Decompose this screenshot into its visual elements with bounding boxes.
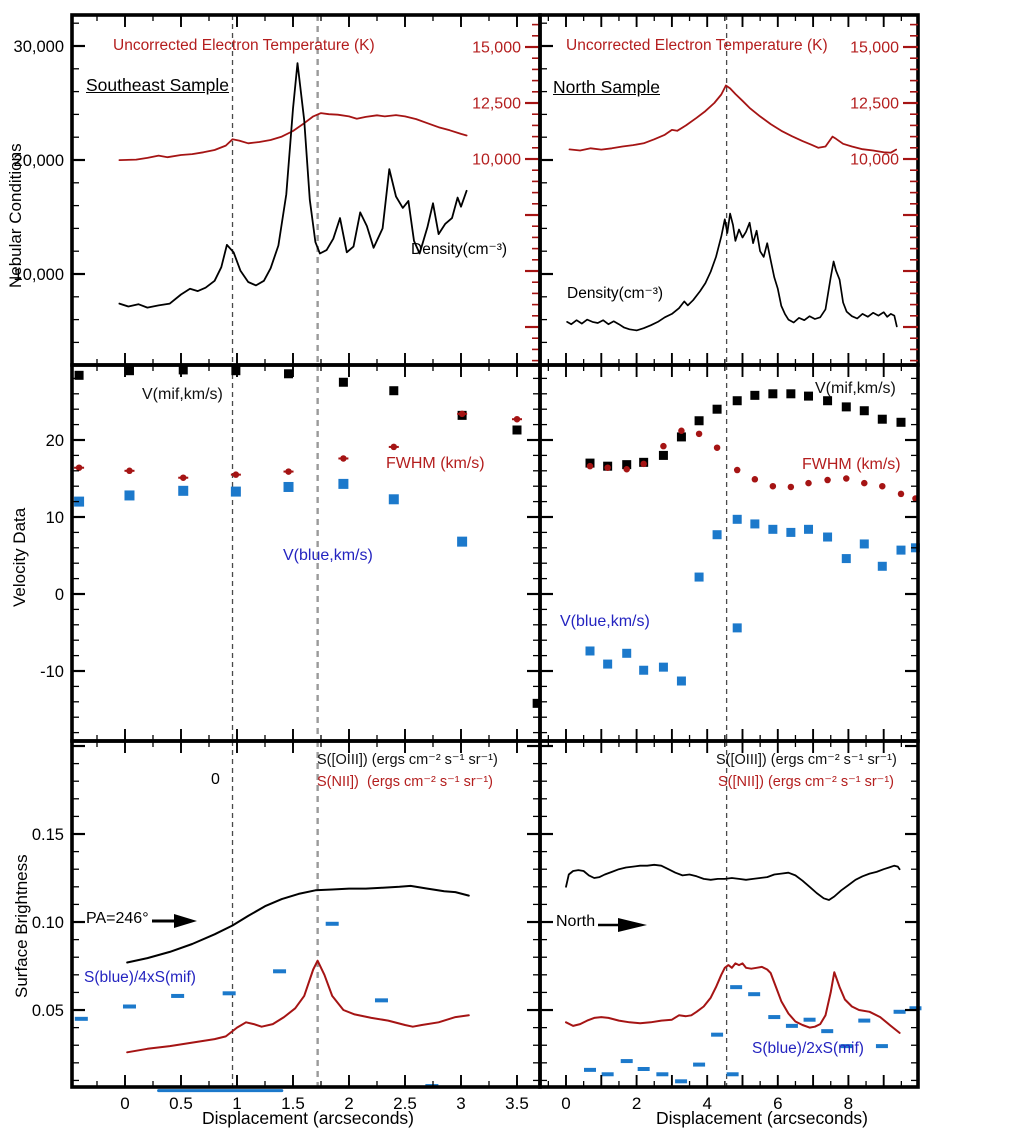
svg-text:0.15: 0.15 bbox=[32, 826, 64, 844]
svg-text:8: 8 bbox=[844, 1094, 853, 1113]
svg-text:0: 0 bbox=[561, 1094, 570, 1113]
svg-text:0: 0 bbox=[120, 1094, 129, 1113]
svg-text:4: 4 bbox=[702, 1094, 711, 1113]
sample-title-north: North Sample bbox=[553, 77, 660, 97]
legend-oiii-southeast: S([OIII]) (ergs cm⁻² s⁻¹ sr⁻¹) bbox=[317, 752, 498, 768]
density-label-north: Density(cm⁻³) bbox=[567, 285, 664, 302]
svg-text:3.5: 3.5 bbox=[505, 1094, 529, 1113]
pa-label: PA=246° bbox=[86, 910, 149, 927]
vmif-label-north: V(mif,km/s) bbox=[815, 380, 896, 397]
svg-text:-10: -10 bbox=[40, 663, 64, 681]
north-label: North bbox=[556, 913, 596, 930]
y-axis-title-brightness: Surface Brightness bbox=[12, 854, 31, 998]
svg-text:1: 1 bbox=[232, 1094, 241, 1113]
svg-text:20: 20 bbox=[46, 432, 64, 450]
svg-text:0: 0 bbox=[55, 586, 64, 604]
svg-text:12,500: 12,500 bbox=[472, 96, 521, 113]
x-axis-title-left: Displacement (arcseconds) bbox=[201, 1108, 415, 1128]
svg-text:2.5: 2.5 bbox=[393, 1094, 417, 1113]
zero-marker-label: 0 bbox=[211, 771, 220, 788]
north-arrow-icon bbox=[598, 918, 647, 932]
legend-oiii-north: S([OIII]) (ergs cm⁻² s⁻¹ sr⁻¹) bbox=[716, 752, 897, 768]
x-axis-title-right: Displacement (arcseconds) bbox=[655, 1108, 869, 1128]
svg-text:10,000: 10,000 bbox=[850, 152, 899, 169]
svg-text:10: 10 bbox=[46, 509, 64, 527]
sample-title-southeast: Southeast Sample bbox=[86, 75, 230, 95]
density-label-southeast: Density(cm⁻³) bbox=[411, 241, 508, 258]
temp-label-north: Uncorrected Electron Temperature (K) bbox=[566, 37, 828, 54]
svg-text:3: 3 bbox=[456, 1094, 465, 1113]
svg-text:15,000: 15,000 bbox=[850, 40, 899, 57]
legend-nii-north: S([NII]) (ergs cm⁻² s⁻¹ sr⁻¹) bbox=[718, 774, 894, 790]
temp-label-southeast: Uncorrected Electron Temperature (K) bbox=[113, 37, 375, 54]
svg-text:10,000: 10,000 bbox=[472, 152, 521, 169]
y-axis-title-velocity: Velocity Data bbox=[10, 507, 29, 607]
y-axis-title-nebular: Nebular Conditions bbox=[6, 143, 25, 288]
svg-text:0.5: 0.5 bbox=[169, 1094, 193, 1113]
fwhm-label-southeast: FWHM (km/s) bbox=[386, 455, 485, 472]
svg-text:20,000: 20,000 bbox=[14, 152, 64, 170]
sblue-label-southeast: S(blue)/4xS(mif) bbox=[84, 969, 196, 986]
svg-text:10,000: 10,000 bbox=[14, 266, 64, 284]
svg-text:15,000: 15,000 bbox=[472, 40, 521, 57]
pa-arrow-icon bbox=[152, 914, 197, 928]
svg-text:0.10: 0.10 bbox=[32, 914, 64, 932]
vmif-label-southeast: V(mif,km/s) bbox=[142, 386, 223, 403]
svg-text:6: 6 bbox=[773, 1094, 782, 1113]
svg-text:12,500: 12,500 bbox=[850, 96, 899, 113]
vblue-label-southeast: V(blue,km/s) bbox=[283, 547, 373, 564]
svg-text:30,000: 30,000 bbox=[14, 38, 64, 56]
sblue-label-north: S(blue)/2xS(mif) bbox=[752, 1040, 864, 1057]
vblue-label-north: V(blue,km/s) bbox=[560, 613, 650, 630]
svg-text:1.5: 1.5 bbox=[281, 1094, 305, 1113]
svg-text:0.05: 0.05 bbox=[32, 1002, 64, 1020]
fwhm-label-north: FWHM (km/s) bbox=[802, 456, 901, 473]
svg-text:2: 2 bbox=[632, 1094, 641, 1113]
legend-nii-southeast: S(NII]) (ergs cm⁻² s⁻¹ sr⁻¹) bbox=[317, 774, 493, 790]
svg-text:2: 2 bbox=[344, 1094, 353, 1113]
